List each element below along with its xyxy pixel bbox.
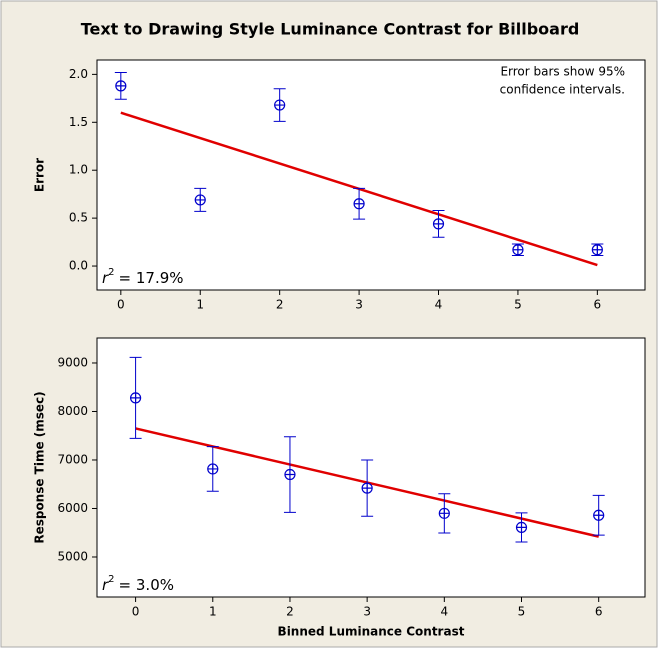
x-tick-label: 1: [196, 298, 204, 312]
y-tick-label: 6000: [57, 501, 88, 515]
x-tick-label: 4: [435, 298, 443, 312]
point: [515, 521, 528, 533]
x-tick-label: 2: [276, 298, 284, 312]
y-axis-label: Error: [33, 158, 47, 192]
y-tick-label: 5000: [57, 549, 88, 563]
y-tick-label: 0.0: [69, 259, 88, 273]
y-axis-label: Response Time (msec): [33, 391, 47, 543]
x-tick-label: 1: [209, 605, 217, 619]
x-tick-label: 2: [286, 605, 294, 619]
r-value: = 3.0%: [119, 576, 174, 594]
x-tick-label: 6: [594, 298, 602, 312]
y-tick-label: 1.0: [69, 163, 88, 177]
point: [361, 482, 373, 494]
r-exponent: 2: [108, 267, 114, 278]
r-squared: r2 = 3.0%: [102, 574, 174, 594]
y-tick-label: 2.0: [69, 67, 88, 81]
r-symbol: r: [102, 269, 109, 287]
x-tick-label: 3: [355, 298, 363, 312]
x-tick-label: 5: [518, 605, 526, 619]
point: [591, 244, 603, 256]
point: [207, 463, 219, 475]
annotation: confidence intervals.: [500, 83, 625, 97]
point: [353, 198, 365, 210]
chart-title: Text to Drawing Style Luminance Contrast…: [81, 20, 580, 39]
point: [129, 392, 142, 404]
x-tick-label: 3: [363, 605, 371, 619]
plot-area: [96, 337, 646, 598]
x-tick-label: 5: [514, 298, 522, 312]
r-exponent: 2: [108, 574, 114, 585]
x-tick-label: 0: [132, 605, 140, 619]
point: [593, 509, 605, 521]
y-tick-label: 8000: [57, 404, 88, 418]
x-tick-label: 4: [441, 605, 449, 619]
y-tick-label: 1.5: [69, 115, 88, 129]
x-tick-label: 6: [595, 605, 603, 619]
x-tick-label: 0: [117, 298, 125, 312]
point: [432, 218, 445, 230]
x-axis-label: Binned Luminance Contrast: [278, 625, 465, 639]
annotation: Error bars show 95%: [500, 65, 625, 79]
r-value: = 17.9%: [119, 269, 184, 287]
y-tick-label: 9000: [57, 355, 88, 369]
y-tick-label: 0.5: [69, 211, 88, 225]
y-tick-label: 7000: [57, 452, 88, 466]
r-squared: r2 = 17.9%: [102, 267, 184, 287]
point: [274, 99, 286, 111]
point: [194, 194, 206, 206]
point: [438, 507, 450, 519]
point: [115, 80, 127, 92]
r-symbol: r: [102, 576, 109, 594]
point: [284, 469, 296, 481]
point: [512, 244, 524, 256]
